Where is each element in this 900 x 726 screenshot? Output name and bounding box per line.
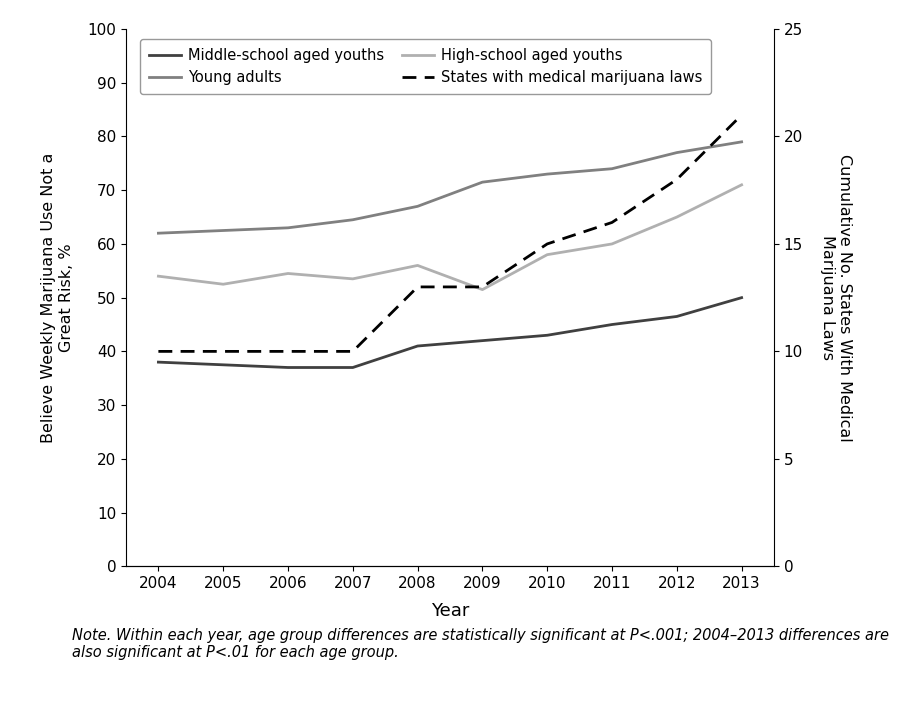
States with medical marijuana laws: [218, 347, 229, 356]
High-school aged youths: [542, 250, 553, 259]
States with medical marijuana laws: [347, 347, 358, 356]
States with medical marijuana laws: [736, 110, 747, 119]
High-school aged youths: [218, 280, 229, 289]
High-school aged youths: [736, 181, 747, 189]
Middle-school aged youths: [218, 361, 229, 370]
Young adults: [736, 137, 747, 146]
High-school aged youths: [347, 274, 358, 283]
Middle-school aged youths: [542, 331, 553, 340]
States with medical marijuana laws: [283, 347, 293, 356]
Y-axis label: Believe Weekly Marijuana Use Not a
Great Risk, %: Believe Weekly Marijuana Use Not a Great…: [41, 152, 74, 443]
Middle-school aged youths: [153, 358, 164, 367]
Young adults: [542, 170, 553, 179]
Young adults: [283, 224, 293, 232]
States with medical marijuana laws: [153, 347, 164, 356]
Middle-school aged youths: [347, 363, 358, 372]
High-school aged youths: [412, 261, 423, 270]
States with medical marijuana laws: [412, 282, 423, 291]
Text: Note. Within each year, age group differences are statistically significant at P: Note. Within each year, age group differ…: [72, 628, 889, 661]
Middle-school aged youths: [477, 336, 488, 345]
Middle-school aged youths: [671, 312, 682, 321]
Middle-school aged youths: [283, 363, 293, 372]
X-axis label: Year: Year: [431, 602, 469, 620]
Young adults: [218, 227, 229, 235]
Y-axis label: Cumulative No. States With Medical
Marijuana Laws: Cumulative No. States With Medical Marij…: [820, 154, 852, 441]
Line: High-school aged youths: High-school aged youths: [158, 185, 742, 290]
Line: Middle-school aged youths: Middle-school aged youths: [158, 298, 742, 367]
Line: Young adults: Young adults: [158, 142, 742, 233]
Legend: Middle-school aged youths, Young adults, High-school aged youths, States with me: Middle-school aged youths, Young adults,…: [140, 39, 711, 94]
Young adults: [607, 164, 617, 173]
States with medical marijuana laws: [477, 282, 488, 291]
High-school aged youths: [607, 240, 617, 248]
Young adults: [412, 202, 423, 211]
States with medical marijuana laws: [671, 175, 682, 184]
Middle-school aged youths: [736, 293, 747, 302]
Young adults: [477, 178, 488, 187]
High-school aged youths: [283, 269, 293, 278]
Line: States with medical marijuana laws: States with medical marijuana laws: [158, 115, 742, 351]
High-school aged youths: [477, 285, 488, 294]
States with medical marijuana laws: [542, 240, 553, 248]
Middle-school aged youths: [607, 320, 617, 329]
Young adults: [671, 148, 682, 157]
High-school aged youths: [671, 213, 682, 221]
Middle-school aged youths: [412, 342, 423, 351]
Young adults: [347, 216, 358, 224]
States with medical marijuana laws: [607, 218, 617, 227]
High-school aged youths: [153, 272, 164, 280]
Young adults: [153, 229, 164, 237]
